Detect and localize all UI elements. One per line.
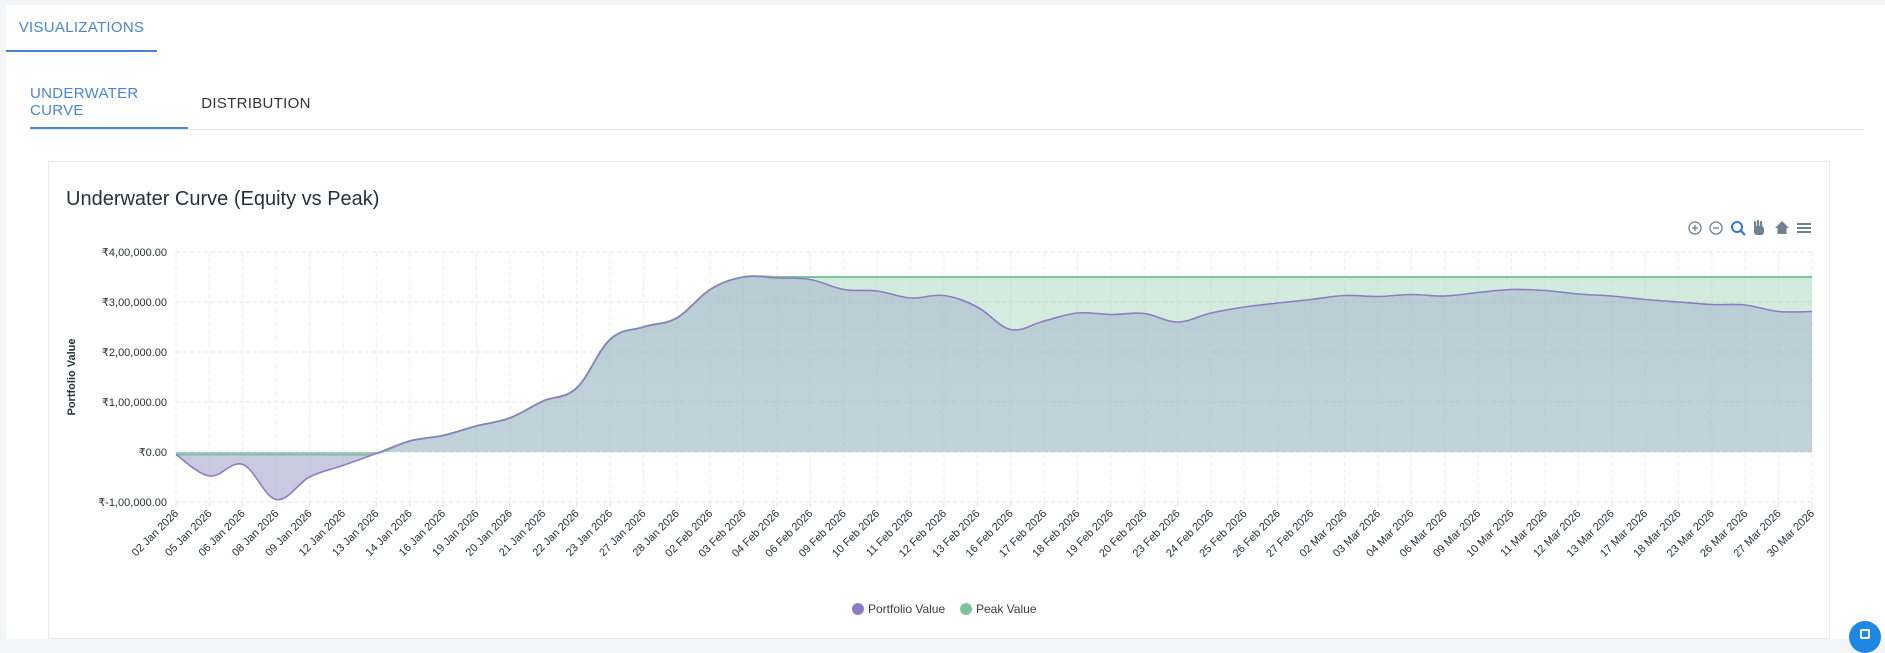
chat-icon (1860, 629, 1870, 639)
zoom-selection-icon[interactable] (1731, 221, 1746, 236)
zoom-out-icon[interactable] (1709, 221, 1723, 235)
home-reset-icon[interactable] (1775, 221, 1789, 234)
drawdown-area (176, 452, 1812, 500)
tab-distribution[interactable]: DISTRIBUTION (201, 94, 311, 112)
pan-hand-icon[interactable] (1754, 220, 1764, 235)
tab-visualizations[interactable]: VISUALIZATIONS (6, 5, 157, 52)
chart-title: Underwater Curve (Equity vs Peak) (66, 188, 380, 210)
underwater-curve-chart: ₹4,00,000.00 ₹3,00,000.00 ₹2,00,000.00 ₹1,0… (66, 220, 1817, 616)
legend-portfolio-value-label[interactable]: Portfolio Value (868, 602, 945, 616)
legend-peak-value-marker[interactable] (960, 603, 972, 615)
y-tick-label: ₹0.00 (139, 447, 167, 459)
y-tick-label: ₹4,00,000.00 (102, 247, 167, 259)
legend-peak-value-label[interactable]: Peak Value (976, 602, 1037, 616)
y-tick-label: ₹2,00,000.00 (102, 347, 167, 359)
y-tick-label: ₹-1,00,000.00 (98, 497, 167, 509)
chart-tabs: UNDERWATER CURVE DISTRIBUTION (30, 77, 1864, 130)
y-axis-label: Portfolio Value (66, 338, 78, 415)
tab-underwater-curve[interactable]: UNDERWATER CURVE (30, 77, 188, 129)
menu-icon[interactable] (1797, 223, 1811, 233)
y-tick-label: ₹1,00,000.00 (102, 397, 167, 409)
zoom-in-icon[interactable] (1688, 221, 1702, 235)
chat-widget-button[interactable] (1849, 621, 1881, 653)
portfolio-value-line (175, 275, 1813, 501)
portfolio-value-area (176, 276, 1812, 500)
y-tick-label: ₹3,00,000.00 (102, 297, 167, 309)
underwater-curve-chart-card: Underwater Curve (Equity vs Peak) ₹4,00,… (48, 161, 1830, 639)
legend-portfolio-value-marker[interactable] (852, 603, 864, 615)
